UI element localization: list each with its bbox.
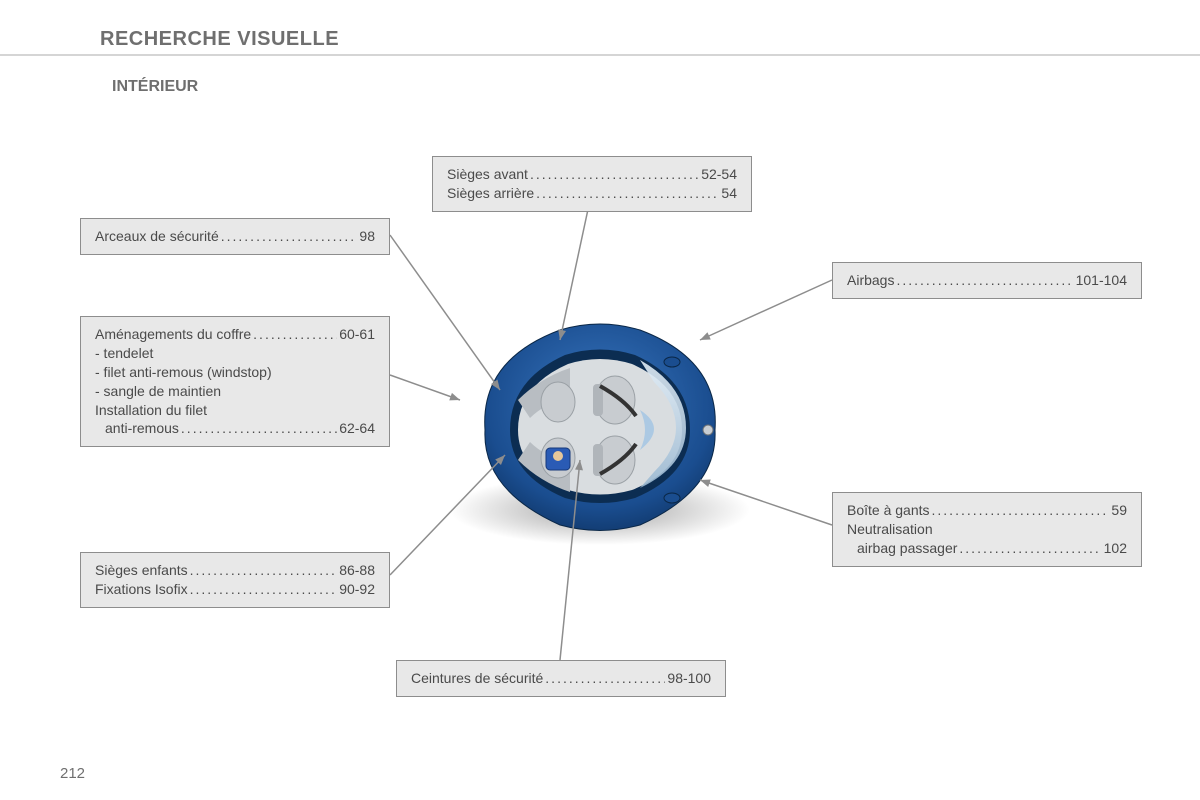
leader-dots (181, 419, 337, 438)
leader-dots (221, 227, 358, 246)
leader-dots (959, 539, 1101, 558)
callout-belts: Ceintures de sécurité 98-100 (396, 660, 726, 697)
callout-pages: 52-54 (699, 165, 737, 184)
callout-pages: 101-104 (1074, 271, 1127, 290)
leader-dots (536, 184, 719, 203)
leader-dots (896, 271, 1073, 290)
section-title: INTÉRIEUR (112, 78, 198, 96)
callout-pages: 86-88 (337, 561, 375, 580)
callout-line: Airbags 101-104 (847, 271, 1127, 290)
leader-dots (253, 325, 337, 344)
page-number: 212 (60, 765, 85, 782)
page-header: RECHERCHE VISUELLE (100, 28, 339, 51)
callout-seats: Sièges avant 52-54 Sièges arrière 54 (432, 156, 752, 212)
callout-label: Boîte à gants (847, 501, 932, 520)
callout-boot: Aménagements du coffre 60-61- tendelet- f… (80, 316, 390, 447)
callout-label: Ceintures de sécurité (411, 669, 545, 688)
callout-label: anti-remous (105, 419, 181, 438)
callout-pages: 54 (719, 184, 737, 203)
leader-dots (932, 501, 1110, 520)
callout-line: anti-remous 62-64 (95, 419, 375, 438)
callout-label: Sièges arrière (447, 184, 536, 203)
leader-dots (190, 580, 338, 599)
callout-label: airbag passager (857, 539, 959, 558)
leader-dots (545, 669, 665, 688)
callout-label: Sièges avant (447, 165, 530, 184)
callout-line: Neutralisation (847, 520, 1127, 539)
callout-pages: 60-61 (337, 325, 375, 344)
callout-childseats: Sièges enfants 86-88 Fixations Isofix 90-92 (80, 552, 390, 608)
callout-line: Arceaux de sécurité 98 (95, 227, 375, 246)
callout-line: Sièges enfants 86-88 (95, 561, 375, 580)
callout-label: Arceaux de sécurité (95, 227, 221, 246)
callout-rollbars: Arceaux de sécurité 98 (80, 218, 390, 255)
callout-glovebox: Boîte à gants 59Neutralisationairbag pass… (832, 492, 1142, 567)
callout-pages: 98 (357, 227, 375, 246)
callout-pages: 102 (1102, 539, 1127, 558)
car-illustration (440, 300, 760, 560)
callout-line: Fixations Isofix 90-92 (95, 580, 375, 599)
callout-line: Ceintures de sécurité 98-100 (411, 669, 711, 688)
callout-line: Installation du filet (95, 401, 375, 420)
header-rule (0, 54, 1200, 56)
callout-line: airbag passager 102 (847, 539, 1127, 558)
callout-label: Airbags (847, 271, 896, 290)
callout-line: Aménagements du coffre 60-61 (95, 325, 375, 344)
callout-pages: 90-92 (337, 580, 375, 599)
callout-pages: 98-100 (665, 669, 711, 688)
callout-label: Sièges enfants (95, 561, 190, 580)
callout-line: Sièges arrière 54 (447, 184, 737, 203)
callout-line: Boîte à gants 59 (847, 501, 1127, 520)
callout-airbags: Airbags 101-104 (832, 262, 1142, 299)
leader-dots (190, 561, 338, 580)
leader-dots (530, 165, 699, 184)
callout-pages: 59 (1109, 501, 1127, 520)
callout-label: Fixations Isofix (95, 580, 190, 599)
callout-line: - tendelet (95, 344, 375, 363)
callout-label: Aménagements du coffre (95, 325, 253, 344)
callout-line: Sièges avant 52-54 (447, 165, 737, 184)
callout-pages: 62-64 (337, 419, 375, 438)
callout-line: - filet anti-remous (windstop) (95, 363, 375, 382)
callout-line: - sangle de maintien (95, 382, 375, 401)
